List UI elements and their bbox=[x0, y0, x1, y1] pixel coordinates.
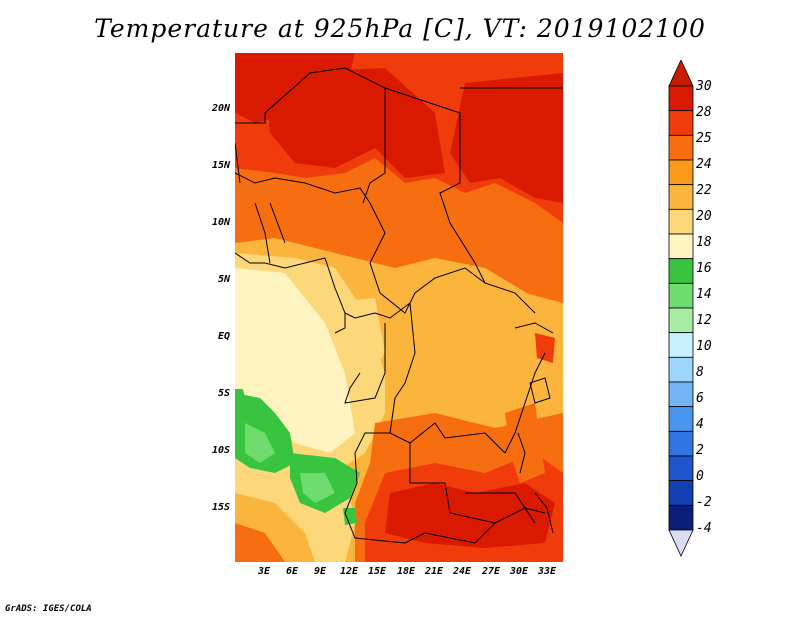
lat-label-15s: 15S bbox=[211, 502, 230, 513]
field-east-orange-strip bbox=[505, 403, 545, 483]
field-green-patch-4 bbox=[235, 389, 245, 399]
colorbar-label-12: 12 bbox=[696, 313, 712, 328]
footer-credit: GrADS: IGES/COLA bbox=[5, 604, 92, 614]
colorbar-cell-3 bbox=[668, 159, 694, 186]
colorbar-label-22: 22 bbox=[696, 183, 712, 198]
colorbar-cells bbox=[668, 85, 694, 531]
colorbar-label-minus2: -2 bbox=[696, 495, 712, 510]
lat-label-eq: EQ bbox=[217, 331, 230, 342]
field-east-red-spot bbox=[535, 333, 555, 363]
lon-label-33e: 33E bbox=[537, 566, 557, 577]
colorbar-cell-17 bbox=[668, 504, 694, 531]
colorbar-label-8: 8 bbox=[696, 365, 704, 380]
colorbar-label-24: 24 bbox=[696, 157, 712, 172]
colorbar-cell-4 bbox=[668, 184, 694, 210]
country-borders bbox=[235, 67, 563, 544]
lon-label-6e: 6E bbox=[285, 566, 299, 577]
colorbar-label-18: 18 bbox=[696, 235, 712, 250]
colorbar-label-28: 28 bbox=[696, 105, 712, 120]
temperature-map bbox=[235, 53, 563, 562]
colorbar-cell-1 bbox=[668, 110, 694, 136]
colorbar-cell-5 bbox=[668, 208, 694, 235]
colorbar-label-minus4: -4 bbox=[696, 521, 712, 536]
lat-label-20n: 20N bbox=[211, 103, 230, 114]
colorbar-cell-0 bbox=[668, 85, 694, 112]
lon-label-21e: 21E bbox=[424, 566, 444, 577]
lat-label-10s: 10S bbox=[211, 445, 230, 456]
colorbar-bottom-arrow bbox=[668, 529, 694, 557]
map-title: Temperature at 925hPa [C], VT: 201910210… bbox=[94, 14, 706, 43]
field-light-green-2 bbox=[300, 473, 335, 503]
colorbar bbox=[668, 60, 694, 557]
colorbar-top-arrow bbox=[668, 60, 694, 87]
field-southwest-deep-orange bbox=[235, 523, 285, 562]
colorbar-label-10: 10 bbox=[696, 339, 712, 354]
colorbar-label-20: 20 bbox=[696, 209, 712, 224]
colorbar-cell-14 bbox=[668, 430, 694, 457]
colorbar-label-25: 25 bbox=[696, 131, 712, 146]
field-light-green-1 bbox=[245, 423, 275, 463]
lon-label-24e: 24E bbox=[452, 566, 472, 577]
lat-label-5s: 5S bbox=[217, 388, 230, 399]
colorbar-label-0: 0 bbox=[696, 469, 704, 484]
lon-label-27e: 27E bbox=[481, 566, 501, 577]
colorbar-cell-10 bbox=[668, 332, 694, 358]
colorbar-cell-7 bbox=[668, 258, 694, 284]
colorbar-cell-6 bbox=[668, 233, 694, 260]
lat-label-10n: 10N bbox=[211, 217, 230, 228]
colorbar-label-6: 6 bbox=[696, 391, 704, 406]
field-green-patch-3 bbox=[343, 508, 357, 525]
colorbar-cell-12 bbox=[668, 381, 694, 408]
colorbar-cell-15 bbox=[668, 455, 694, 482]
lon-label-30e: 30E bbox=[509, 566, 529, 577]
lon-label-3e: 3E bbox=[257, 566, 271, 577]
field-south-deep-red bbox=[385, 483, 555, 548]
colorbar-cell-8 bbox=[668, 282, 694, 309]
colorbar-cell-16 bbox=[668, 480, 694, 506]
colorbar-cell-13 bbox=[668, 406, 694, 432]
lat-label-5n: 5N bbox=[217, 274, 230, 285]
lon-label-15e: 15E bbox=[367, 566, 387, 577]
colorbar-label-2: 2 bbox=[696, 443, 704, 458]
lon-label-12e: 12E bbox=[339, 566, 359, 577]
field-north-deep-red-2 bbox=[450, 73, 563, 203]
colorbar-label-16: 16 bbox=[696, 261, 712, 276]
lon-label-9e: 9E bbox=[313, 566, 327, 577]
lat-label-15n: 15N bbox=[211, 160, 230, 171]
colorbar-label-14: 14 bbox=[696, 287, 712, 302]
lon-label-18e: 18E bbox=[396, 566, 416, 577]
colorbar-label-30: 30 bbox=[696, 79, 712, 94]
colorbar-cell-2 bbox=[668, 134, 694, 161]
colorbar-cell-9 bbox=[668, 307, 694, 334]
colorbar-cell-11 bbox=[668, 356, 694, 383]
colorbar-label-4: 4 bbox=[696, 417, 704, 432]
field-central-amber bbox=[400, 268, 555, 413]
